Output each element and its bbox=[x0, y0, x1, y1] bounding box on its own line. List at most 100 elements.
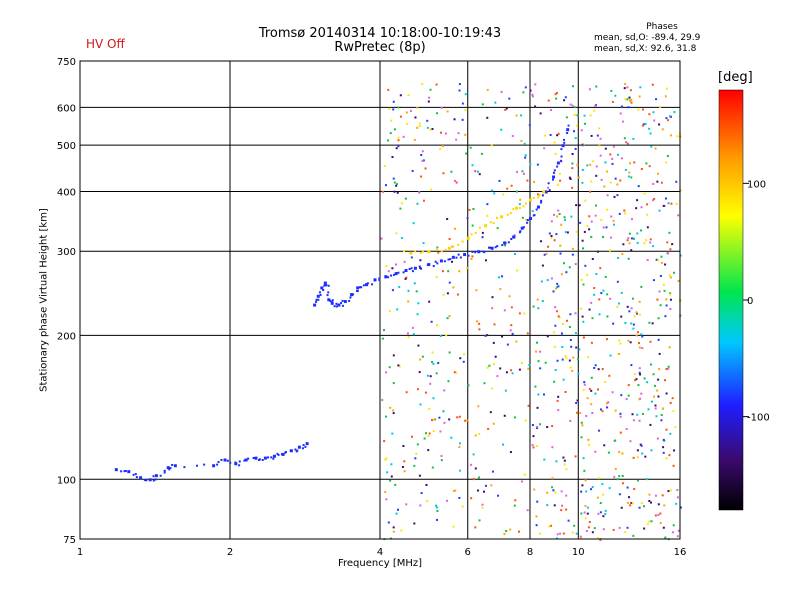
noise-point bbox=[583, 122, 586, 125]
noise-point bbox=[411, 435, 414, 438]
trace-point bbox=[447, 246, 451, 250]
noise-point bbox=[581, 315, 584, 318]
noise-point bbox=[679, 254, 682, 257]
noise-point bbox=[636, 312, 639, 315]
trace-point bbox=[212, 464, 216, 468]
noise-point bbox=[532, 446, 535, 449]
trace-point bbox=[337, 303, 341, 307]
noise-point bbox=[599, 511, 602, 514]
noise-point bbox=[430, 188, 433, 191]
noise-point bbox=[450, 436, 453, 439]
trace-fill-point bbox=[419, 251, 422, 254]
noise-point bbox=[637, 398, 640, 401]
noise-point bbox=[665, 117, 668, 120]
noise-point bbox=[575, 124, 578, 127]
noise-point bbox=[577, 372, 580, 375]
noise-point bbox=[447, 380, 450, 383]
trace-fill-point bbox=[506, 213, 509, 216]
noise-point bbox=[510, 184, 513, 187]
noise-point bbox=[598, 298, 601, 301]
noise-point bbox=[602, 226, 605, 229]
noise-point bbox=[413, 522, 416, 525]
trace-fill-point bbox=[461, 240, 464, 243]
noise-point bbox=[664, 379, 667, 382]
noise-point bbox=[638, 313, 641, 316]
noise-point bbox=[435, 83, 438, 86]
noise-point bbox=[520, 114, 523, 117]
noise-point bbox=[403, 250, 406, 253]
trace-point bbox=[500, 215, 504, 219]
noise-point bbox=[560, 332, 563, 335]
noise-point bbox=[436, 246, 439, 249]
trace-fill-point bbox=[261, 459, 264, 462]
noise-point bbox=[391, 267, 394, 270]
noise-point bbox=[673, 111, 676, 114]
noise-point bbox=[601, 483, 604, 486]
noise-point bbox=[588, 520, 591, 523]
noise-point bbox=[554, 93, 557, 96]
noise-point bbox=[650, 520, 653, 523]
noise-point bbox=[578, 348, 581, 351]
trace-point bbox=[566, 128, 570, 132]
trace-fill-point bbox=[340, 302, 343, 305]
noise-point bbox=[590, 301, 593, 304]
noise-point bbox=[662, 451, 665, 454]
noise-point bbox=[385, 498, 388, 501]
colorbar-tick-label: 0 bbox=[747, 296, 753, 307]
trace-fill-point bbox=[267, 456, 270, 459]
noise-point bbox=[458, 496, 461, 499]
noise-point bbox=[643, 192, 646, 195]
noise-point bbox=[628, 99, 631, 102]
noise-point bbox=[608, 487, 611, 490]
noise-point bbox=[636, 479, 639, 482]
trace-point bbox=[316, 294, 320, 298]
noise-point bbox=[453, 371, 456, 374]
trace-fill-point bbox=[455, 256, 458, 259]
noise-point bbox=[582, 336, 585, 339]
noise-point bbox=[644, 455, 647, 458]
noise-point bbox=[601, 410, 604, 413]
noise-point bbox=[521, 170, 524, 173]
noise-point bbox=[502, 193, 505, 196]
noise-point bbox=[386, 471, 389, 474]
noise-point bbox=[514, 252, 517, 255]
noise-point bbox=[440, 459, 443, 462]
noise-point bbox=[609, 153, 612, 156]
noise-point bbox=[606, 338, 609, 341]
noise-point bbox=[556, 215, 559, 218]
noise-point bbox=[671, 531, 674, 534]
noise-point bbox=[664, 95, 667, 98]
noise-point bbox=[393, 181, 396, 184]
noise-point bbox=[676, 535, 679, 538]
noise-point bbox=[643, 377, 646, 380]
noise-point bbox=[535, 445, 538, 448]
noise-point bbox=[581, 424, 584, 427]
noise-point bbox=[499, 288, 502, 291]
noise-point bbox=[630, 307, 633, 310]
noise-point bbox=[675, 202, 678, 205]
noise-point bbox=[594, 364, 597, 367]
noise-point bbox=[667, 202, 670, 205]
trace-fill-point bbox=[169, 467, 172, 470]
noise-point bbox=[432, 362, 435, 365]
noise-point bbox=[621, 252, 624, 255]
noise-point bbox=[648, 113, 651, 116]
y-tick-label: 200 bbox=[57, 331, 76, 342]
noise-point bbox=[536, 406, 539, 409]
noise-point bbox=[396, 183, 399, 186]
chart-subtitle: RwPretec (8p) bbox=[334, 40, 426, 55]
noise-point bbox=[381, 190, 384, 193]
noise-point bbox=[641, 335, 644, 338]
noise-point bbox=[539, 350, 542, 353]
noise-point bbox=[537, 307, 540, 310]
noise-point bbox=[648, 127, 651, 130]
noise-point bbox=[633, 161, 636, 164]
trace-fill-point bbox=[487, 246, 490, 249]
noise-point bbox=[562, 378, 565, 381]
noise-point bbox=[580, 278, 583, 281]
noise-point bbox=[539, 367, 542, 370]
noise-point bbox=[416, 443, 419, 446]
trace-fill-point bbox=[519, 230, 522, 233]
noise-point bbox=[523, 142, 526, 145]
noise-point bbox=[559, 244, 562, 247]
